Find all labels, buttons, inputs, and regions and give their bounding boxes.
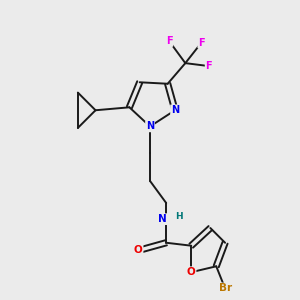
Text: Br: Br xyxy=(218,284,232,293)
Text: O: O xyxy=(134,245,142,255)
Text: H: H xyxy=(175,212,182,221)
Text: N: N xyxy=(171,105,179,115)
Text: F: F xyxy=(166,36,172,46)
Text: F: F xyxy=(206,61,212,71)
Text: O: O xyxy=(187,267,196,277)
Text: N: N xyxy=(146,122,154,131)
Text: F: F xyxy=(198,38,205,47)
Text: N: N xyxy=(158,214,167,224)
